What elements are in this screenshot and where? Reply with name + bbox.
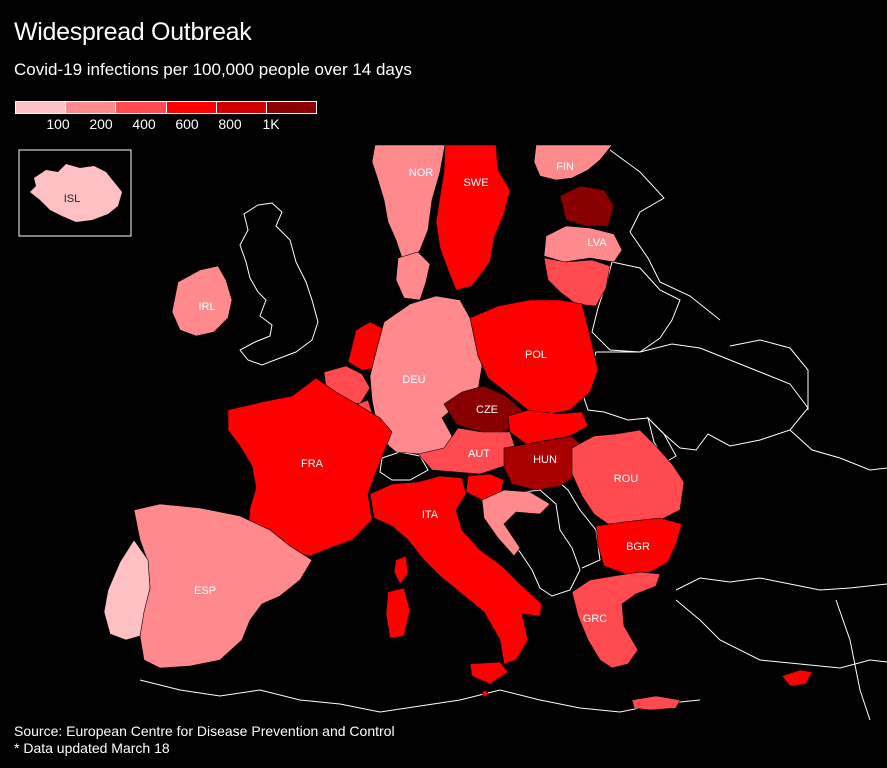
country-fra-corsica [393,555,409,585]
label-hun: HUN [533,454,557,466]
outline-gbr [239,202,319,366]
label-fin: FIN [556,161,574,173]
outline-ukr [581,343,809,451]
label-grc: GRC [583,613,608,625]
country-irl [171,265,233,337]
country-mlt [481,689,489,698]
map-title: Widespread Outbreak [14,18,252,46]
eu-countries [103,144,813,711]
legend-tick-1k: 1K [262,116,280,132]
country-swe [435,144,511,291]
country-deu [369,295,483,457]
country-ita-sicily [469,661,509,685]
country-bgr [595,517,683,575]
country-est [559,185,615,227]
label-ita: ITA [422,509,439,521]
legend-swatches [15,101,317,114]
country-labels: NOR SWE FIN LVA IRL DEU POL CZE AUT HUN … [194,161,650,625]
country-lva [543,225,623,263]
legend: 100 200 400 600 800 1K [15,101,317,132]
country-cyp [781,669,813,687]
country-grc [571,571,661,669]
label-swe: SWE [463,177,488,189]
label-esp: ESP [194,585,216,597]
label-rou: ROU [614,473,639,485]
legend-swatch-3 [116,102,167,113]
country-ita [369,475,543,665]
label-fra: FRA [301,458,324,470]
outline-africa [139,679,701,713]
outline-mda [647,416,677,463]
label-cze: CZE [476,404,498,416]
outline-tur [675,577,887,669]
label-aut: AUT [468,448,490,460]
legend-tick-600: 600 [175,116,199,132]
label-irl: IRL [198,301,215,313]
iceland-inset: ISL [18,149,132,237]
map-subtitle: Covid-19 infections per 100,000 people o… [14,60,412,79]
country-nor [371,144,446,263]
label-isl: ISL [64,193,81,205]
country-ita-sardinia [385,587,411,639]
outline-rus-east [729,339,887,471]
country-svk [507,409,589,445]
legend-tick-800: 800 [218,116,242,132]
legend-tick-400: 400 [132,116,156,132]
legend-swatch-1 [16,102,67,113]
label-bgr: BGR [626,541,650,553]
country-fra [227,377,393,557]
legend-tick-100: 100 [46,116,70,132]
country-fin [533,144,613,181]
country-ltu [543,257,611,307]
outline-blr [591,261,681,353]
legend-tick-200: 200 [89,116,113,132]
legend-swatch-2 [66,102,117,113]
inset-frame [18,149,132,237]
country-isl [30,164,122,222]
label-nor: NOR [409,167,434,179]
country-grc-crete [631,695,681,711]
country-rou [571,429,685,525]
source-note: Source: European Centre for Disease Prev… [14,723,395,739]
data-update-note: * Data updated March 18 [14,740,170,756]
country-pol [469,299,599,415]
legend-swatch-5 [216,102,267,113]
country-prt [103,539,151,641]
label-pol: POL [525,349,547,361]
outline-me [835,599,871,721]
non-eu-outlines [139,149,887,721]
country-hrv [481,489,551,557]
country-dnk [395,251,431,301]
label-deu: DEU [402,374,425,386]
legend-swatch-4 [166,102,217,113]
legend-swatch-6 [266,102,317,113]
outline-north-russia [609,149,721,321]
label-lva: LVA [587,237,607,249]
